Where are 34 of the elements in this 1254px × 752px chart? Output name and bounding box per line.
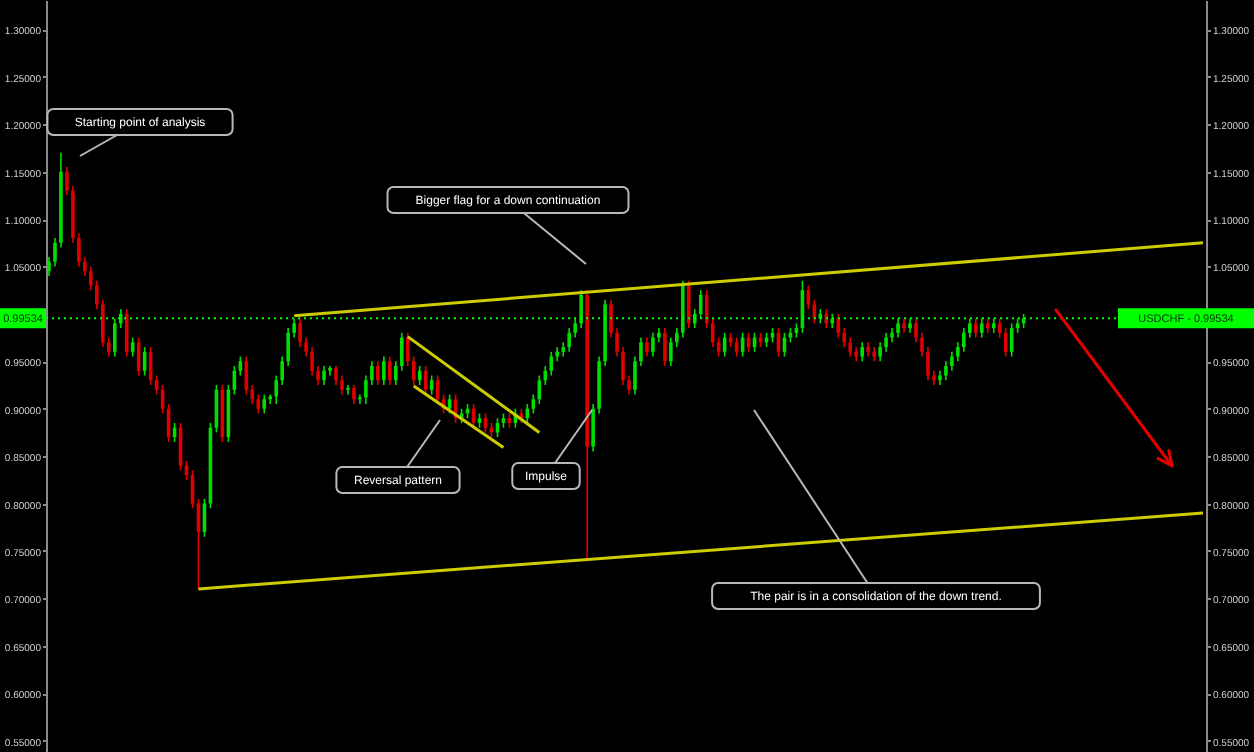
candlestick xyxy=(124,308,129,358)
candlestick xyxy=(262,393,267,415)
candlestick xyxy=(944,360,948,382)
candlestick xyxy=(382,355,386,386)
candlestick xyxy=(663,327,667,367)
candlestick xyxy=(681,279,685,339)
candlestick xyxy=(310,346,314,377)
candlestick xyxy=(860,341,864,363)
candlestick xyxy=(567,327,571,353)
candlestick xyxy=(878,341,882,363)
candlestick xyxy=(549,351,554,377)
candlestick xyxy=(884,332,888,353)
candlestick xyxy=(417,365,422,386)
candlestick xyxy=(896,317,900,339)
candlestick xyxy=(848,336,853,358)
candlestick xyxy=(388,355,392,386)
candlestick xyxy=(322,365,326,386)
candlestick xyxy=(112,317,117,358)
candlestick xyxy=(974,317,978,339)
candlestick xyxy=(340,374,344,396)
candlestick xyxy=(698,289,703,320)
candlestick xyxy=(256,393,261,415)
candlestick xyxy=(352,384,356,405)
candlestick xyxy=(645,336,649,358)
candlestick xyxy=(328,365,332,377)
candlestick xyxy=(669,336,673,367)
candlestick xyxy=(346,384,350,396)
candlestick xyxy=(334,365,338,386)
candlestick xyxy=(376,360,380,386)
candlestick xyxy=(836,313,841,339)
candlestick xyxy=(962,327,966,353)
candlestick xyxy=(651,332,655,358)
candlestick xyxy=(686,279,691,329)
candlestick xyxy=(979,317,984,339)
